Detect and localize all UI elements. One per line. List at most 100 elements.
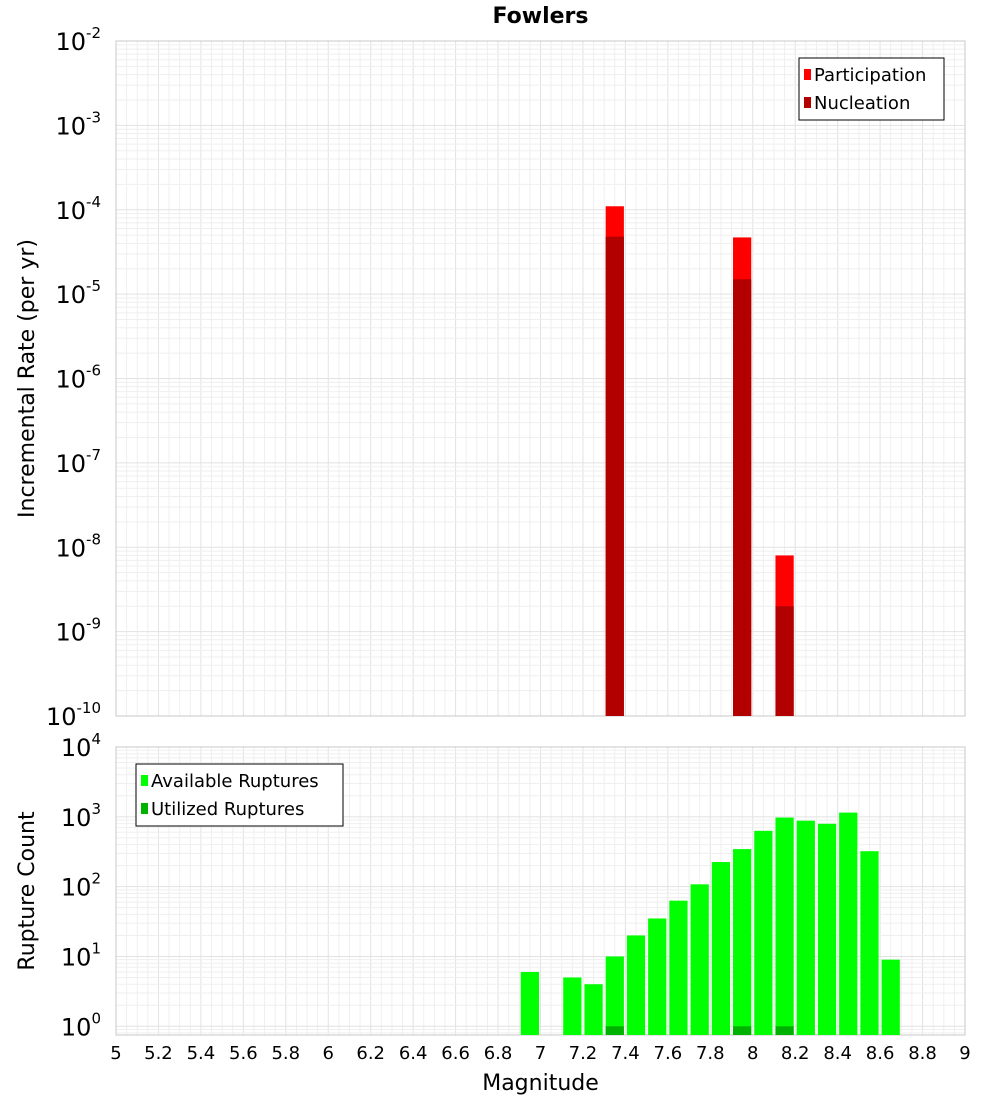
x-tick-label: 6: [323, 1043, 334, 1064]
chart-title: Fowlers: [493, 4, 589, 29]
count-bar-utilized-ruptures: [775, 1026, 794, 1035]
x-tick-label: 5.2: [144, 1043, 173, 1064]
rate-bar-nucleation: [733, 279, 752, 716]
y-tick-label: 10-8: [55, 530, 101, 562]
y-tick-label: 10-3: [55, 108, 101, 140]
legend-label: Utilized Ruptures: [151, 799, 304, 820]
x-tick-label: 7: [535, 1043, 546, 1064]
x-tick-label: 8.4: [823, 1043, 852, 1064]
legend-box: [798, 57, 945, 121]
count-bar-available-ruptures: [669, 900, 688, 1035]
y-tick-exponent: -7: [86, 446, 101, 464]
legend: Available Ruptures Utilized Ruptures: [135, 763, 344, 827]
y-tick-label: 103: [61, 800, 101, 832]
x-axis-label: Magnitude: [482, 1071, 599, 1096]
y-tick-exponent: 3: [91, 800, 101, 818]
count-bar-available-ruptures: [775, 817, 794, 1035]
count-bar-available-ruptures: [605, 956, 624, 1035]
x-tick-label: 7.4: [611, 1043, 640, 1064]
plot-border: [115, 40, 966, 717]
y-tick-exponent: -2: [86, 24, 101, 42]
y-tick-exponent: -10: [77, 699, 102, 717]
count-bar-available-ruptures: [690, 884, 709, 1035]
y-tick-label: 100: [61, 1009, 101, 1041]
rate-panel: 10-1010-910-810-710-610-510-410-310-2Fow…: [15, 4, 966, 731]
legend-swatch: [804, 69, 811, 80]
y-tick-exponent: -6: [86, 362, 101, 380]
y-tick-label: 10-10: [46, 699, 101, 731]
count-bar-available-ruptures: [711, 862, 731, 1035]
x-tick-label: 7.2: [569, 1043, 598, 1064]
y-tick-label: 10-2: [55, 24, 101, 56]
count-bar-available-ruptures: [839, 812, 858, 1035]
legend-swatch: [141, 775, 148, 786]
count-bar-available-ruptures: [733, 849, 752, 1035]
x-tick-label: 8.8: [908, 1043, 937, 1064]
x-tick-label: 5.6: [229, 1043, 258, 1064]
y-tick-exponent: 4: [91, 730, 101, 748]
y-tick-base: 10: [61, 874, 92, 902]
y-tick-base: 10: [61, 1013, 92, 1041]
count-bar-available-ruptures: [648, 918, 667, 1035]
y-tick-label: 10-5: [55, 277, 101, 309]
y-tick-label: 10-6: [55, 362, 101, 394]
y-tick-exponent: -8: [86, 530, 101, 548]
y-tick-base: 10: [55, 366, 86, 394]
count-bar-available-ruptures: [881, 959, 900, 1035]
y-tick-base: 10: [55, 281, 86, 309]
legend-label: Available Ruptures: [151, 771, 319, 792]
y-tick-label: 104: [61, 730, 101, 762]
x-tick-label: 6.6: [441, 1043, 470, 1064]
y-tick-label: 101: [61, 939, 101, 971]
y-tick-exponent: -5: [86, 277, 101, 295]
x-tick-label: 5.8: [271, 1043, 300, 1064]
y-tick-label: 10-9: [55, 615, 101, 647]
y-tick-base: 10: [61, 804, 92, 832]
count-bar-available-ruptures: [817, 823, 837, 1035]
x-tick-label: 5.4: [187, 1043, 216, 1064]
y-tick-exponent: 1: [91, 939, 101, 957]
y-tick-base: 10: [61, 734, 92, 762]
y-tick-exponent: 2: [91, 870, 101, 888]
rate-bar-nucleation: [605, 236, 624, 716]
y-tick-base: 10: [55, 28, 86, 56]
count-bar-utilized-ruptures: [733, 1026, 752, 1035]
y-tick-exponent: -9: [86, 615, 101, 633]
y-tick-base: 10: [55, 450, 86, 478]
count-bar-available-ruptures: [563, 977, 582, 1035]
y-tick-base: 10: [55, 112, 86, 140]
legend-swatch: [804, 97, 811, 108]
legend-box: [135, 763, 344, 827]
legend-label: Participation: [814, 65, 926, 86]
x-tick-label: 7.8: [696, 1043, 725, 1064]
count-bar-available-ruptures: [796, 820, 815, 1035]
x-tick-label: 6.4: [399, 1043, 428, 1064]
y-tick-base: 10: [55, 619, 86, 647]
count-bar-utilized-ruptures: [605, 1026, 624, 1035]
y-tick-base: 10: [55, 534, 86, 562]
x-tick-label: 6.2: [356, 1043, 385, 1064]
x-tick-label: 8.6: [866, 1043, 895, 1064]
y-tick-exponent: -4: [86, 193, 101, 211]
count-bar-available-ruptures: [754, 830, 773, 1035]
y-tick-exponent: 0: [91, 1009, 101, 1027]
x-tick-label: 8.2: [781, 1043, 810, 1064]
count-bar-available-ruptures: [860, 851, 879, 1035]
rate-bar-nucleation: [775, 606, 794, 716]
x-tick-label: 8: [747, 1043, 758, 1064]
y-tick-label: 10-7: [55, 446, 101, 478]
count-bar-available-ruptures: [520, 971, 539, 1035]
y-tick-base: 10: [46, 703, 77, 731]
legend: Participation Nucleation: [798, 57, 945, 121]
y-tick-base: 10: [61, 943, 92, 971]
x-tick-label: 6.8: [484, 1043, 513, 1064]
y-axis-label: Rupture Count: [15, 811, 40, 971]
y-tick-base: 10: [55, 197, 86, 225]
legend-swatch: [141, 803, 148, 814]
y-tick-exponent: -3: [86, 108, 101, 126]
y-tick-label: 10-4: [55, 193, 101, 225]
y-tick-label: 102: [61, 870, 101, 902]
